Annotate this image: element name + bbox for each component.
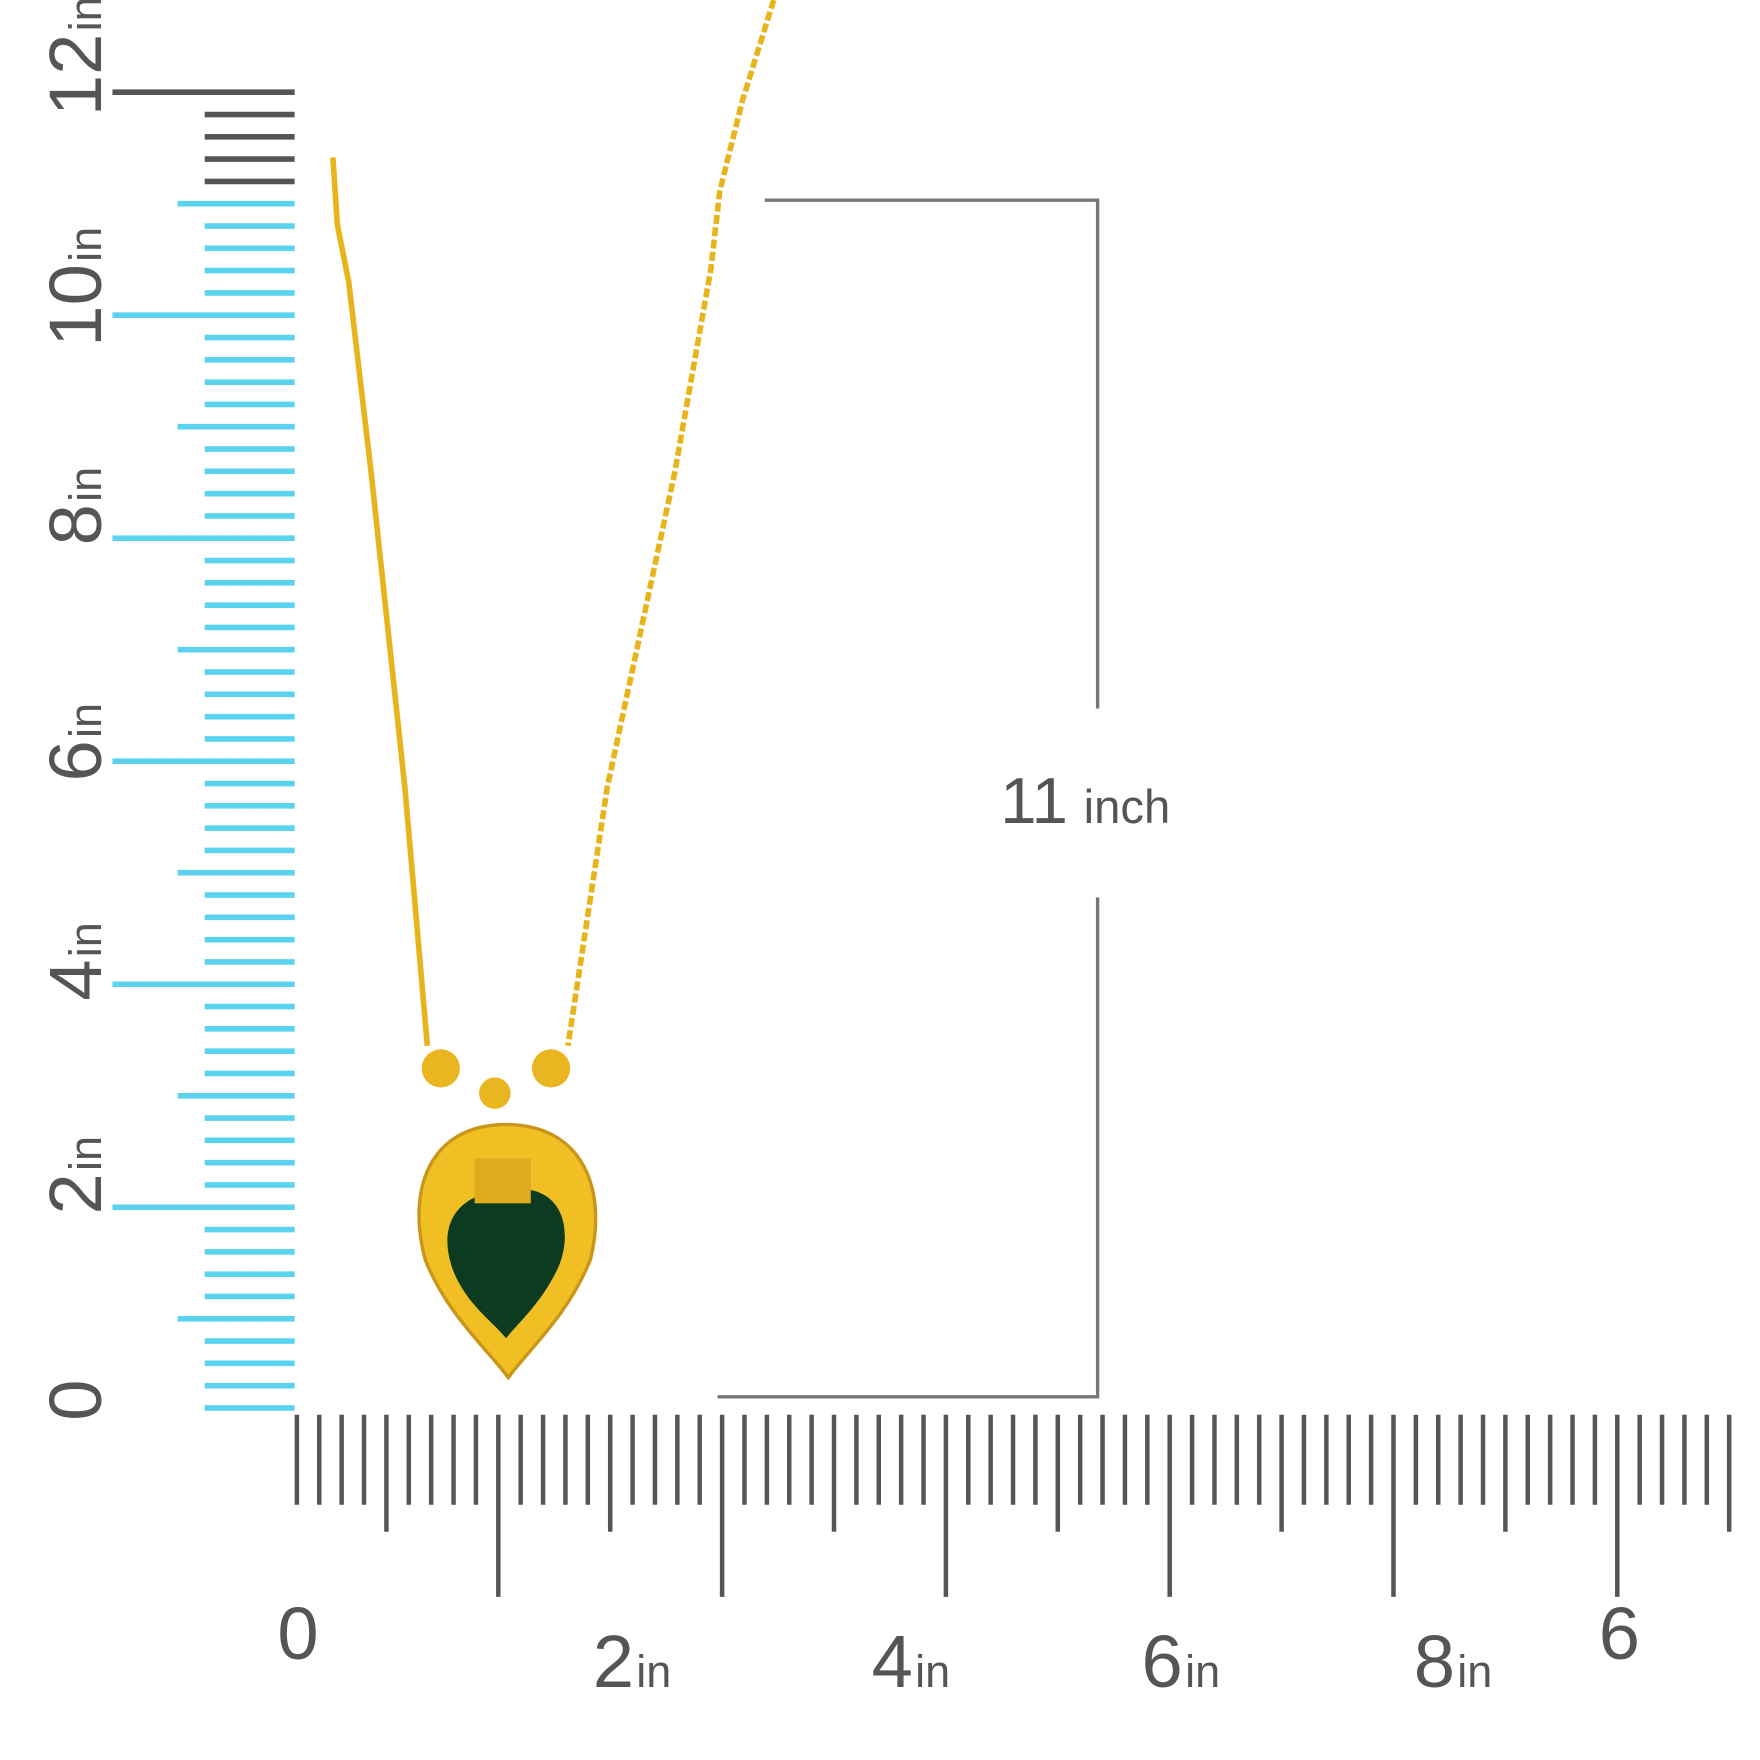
chain-left [330, 157, 431, 1047]
pendant-cap [474, 1158, 531, 1204]
v-label-unit: in [60, 922, 111, 957]
v-label-unit: in [60, 227, 111, 262]
v-label: 0 [34, 1379, 117, 1420]
dimension-label: 11 inch [1000, 764, 1170, 837]
h-label: 6 [1599, 1592, 1640, 1675]
dimension-unit: inch [1084, 781, 1171, 834]
h-label-number: 0 [277, 1592, 318, 1675]
h-label: 6in [1142, 1620, 1221, 1703]
v-label: 4in [34, 922, 117, 1001]
v-label-unit: in [60, 1136, 111, 1171]
v-label-number: 2 [34, 1173, 117, 1214]
bead-center [479, 1077, 511, 1109]
bracket-top [764, 198, 1100, 709]
v-label-unit: in [60, 0, 111, 31]
h-label: 4in [872, 1620, 951, 1703]
v-label-number: 8 [34, 504, 117, 545]
v-label-number: 4 [34, 960, 117, 1001]
v-label-unit: in [60, 703, 111, 738]
v-label: 12in [34, 0, 117, 116]
bracket-bottom [717, 897, 1100, 1399]
bead-right [531, 1049, 571, 1088]
h-label-number: 2 [593, 1620, 634, 1703]
v-label-unit: in [60, 467, 111, 502]
dimension-number: 11 [1000, 764, 1068, 837]
bead-left [421, 1049, 460, 1088]
v-label-number: 12 [34, 34, 117, 117]
v-label-number: 6 [34, 740, 117, 781]
h-label-number: 8 [1414, 1620, 1455, 1703]
v-label: 10in [34, 227, 117, 347]
h-label-number: 6 [1142, 1620, 1183, 1703]
pendant-stone [447, 1188, 565, 1339]
chain-right [565, 0, 777, 1047]
h-label-number: 4 [872, 1620, 913, 1703]
v-label: 8in [34, 467, 117, 546]
h-label-unit: in [1457, 1646, 1492, 1697]
v-label-number: 0 [34, 1379, 117, 1420]
h-label-unit: in [1185, 1646, 1220, 1697]
rulers [112, 89, 1732, 1597]
h-label: 0 [277, 1592, 318, 1675]
h-label-unit: in [915, 1646, 950, 1697]
v-label-number: 10 [34, 264, 117, 347]
dimension-bracket [717, 198, 1100, 1399]
horizontal-ruler-labels: 0 2in 4in 6in 8in 6 [277, 1592, 1640, 1703]
v-label: 2in [34, 1136, 117, 1215]
h-label: 8in [1414, 1620, 1493, 1703]
necklace [330, 0, 777, 1381]
h-label-unit: in [636, 1646, 671, 1697]
v-label: 6in [34, 703, 117, 782]
h-label: 2in [593, 1620, 672, 1703]
h-label-number: 6 [1599, 1592, 1640, 1675]
